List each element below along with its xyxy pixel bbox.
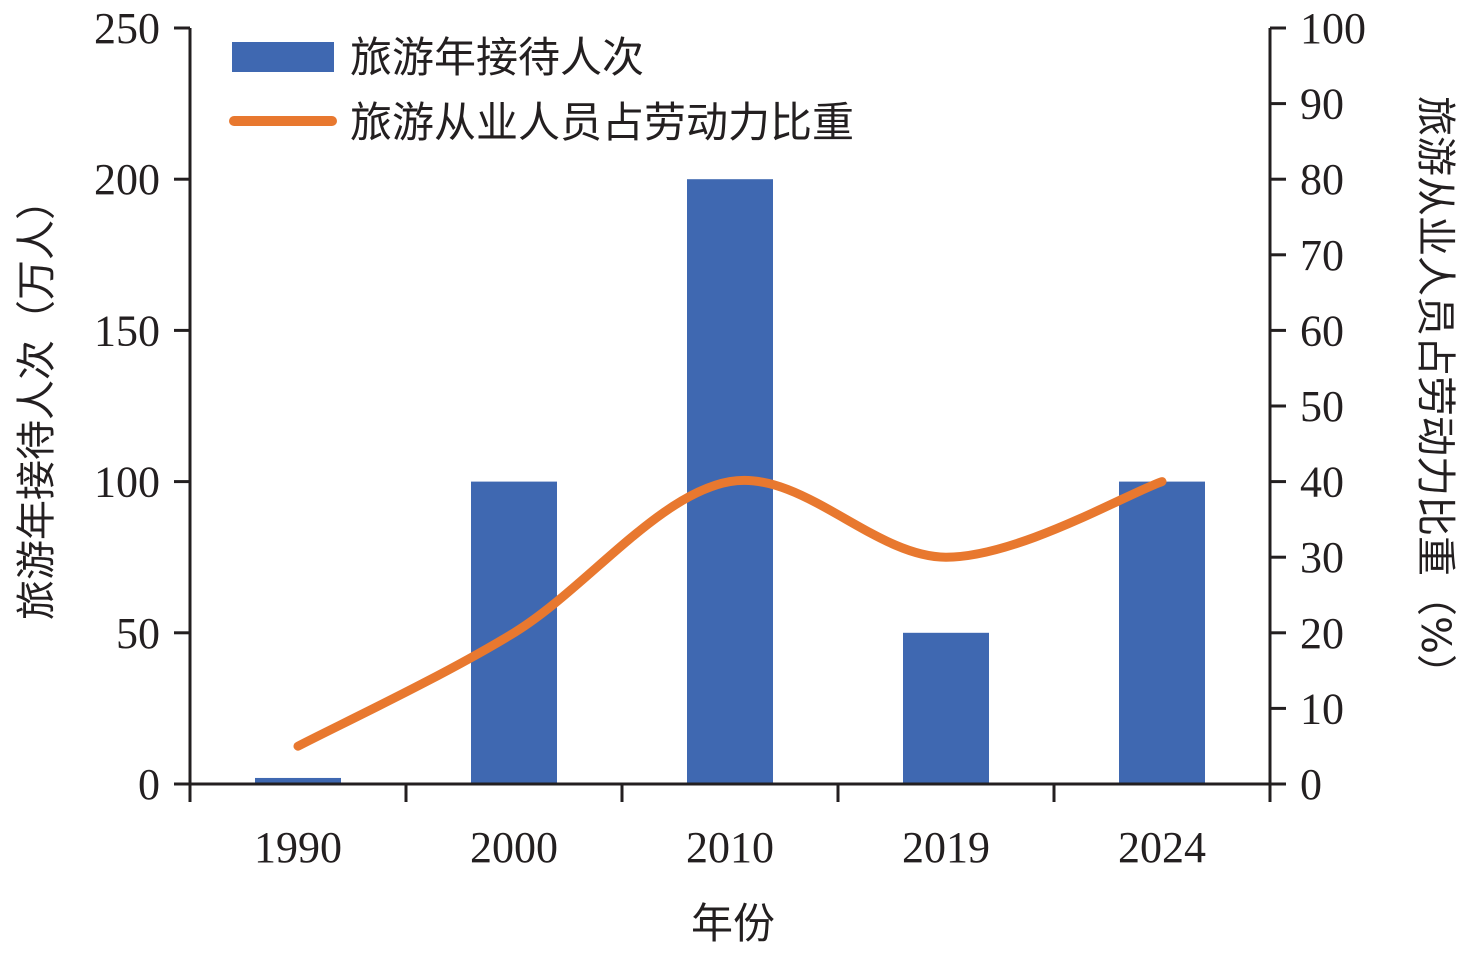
y-right-tick-label: 20 [1300,609,1344,658]
y-left-axis-title: 旅游年接待人次（万人） [14,180,60,620]
legend-swatch-bar [232,42,334,72]
x-tick-label: 2024 [1118,823,1206,872]
labels-layer: 0 50 100 150 200 250 0 10 20 30 40 50 60 70 80 90 100 199… [14,4,1458,948]
x-tick-label: 2019 [902,823,990,872]
y-right-tick-label: 40 [1300,458,1344,507]
legend-label-bar: 旅游年接待人次 [350,33,644,82]
y-left-tick-label: 0 [138,760,160,809]
y-right-tick-label: 60 [1300,306,1344,355]
y-right-tick-label: 30 [1300,533,1344,582]
x-tick-label: 1990 [254,823,342,872]
x-axis-title: 年份 [691,899,775,948]
y-left-tick-label: 250 [94,4,160,53]
y-right-tick-label: 80 [1300,155,1344,204]
y-right-tick-label: 100 [1300,4,1366,53]
legend-label-line: 旅游从业人员占劳动力比重 [350,98,854,147]
bar-2019 [903,632,989,784]
y-right-tick-label: 0 [1300,760,1322,809]
y-left-tick-label: 100 [94,458,160,507]
y-left-tick-label: 150 [94,306,160,355]
y-left-tick-label: 200 [94,155,160,204]
y-right-tick-label: 90 [1300,80,1344,129]
y-left-tick-label: 50 [116,609,160,658]
y-right-axis-title: 旅游从业人员占劳动力比重（%） [1412,96,1458,694]
bar-2024 [1119,481,1205,784]
axes-layer [174,26,1286,802]
line-layer [293,475,1167,751]
bars-layer [255,179,1205,784]
x-tick-label: 2010 [686,823,774,872]
x-tick-label: 2000 [470,823,558,872]
bar-1990 [255,777,341,784]
y-right-tick-label: 10 [1300,684,1344,733]
y-right-tick-label: 70 [1300,231,1344,280]
y-right-tick-label: 50 [1300,382,1344,431]
